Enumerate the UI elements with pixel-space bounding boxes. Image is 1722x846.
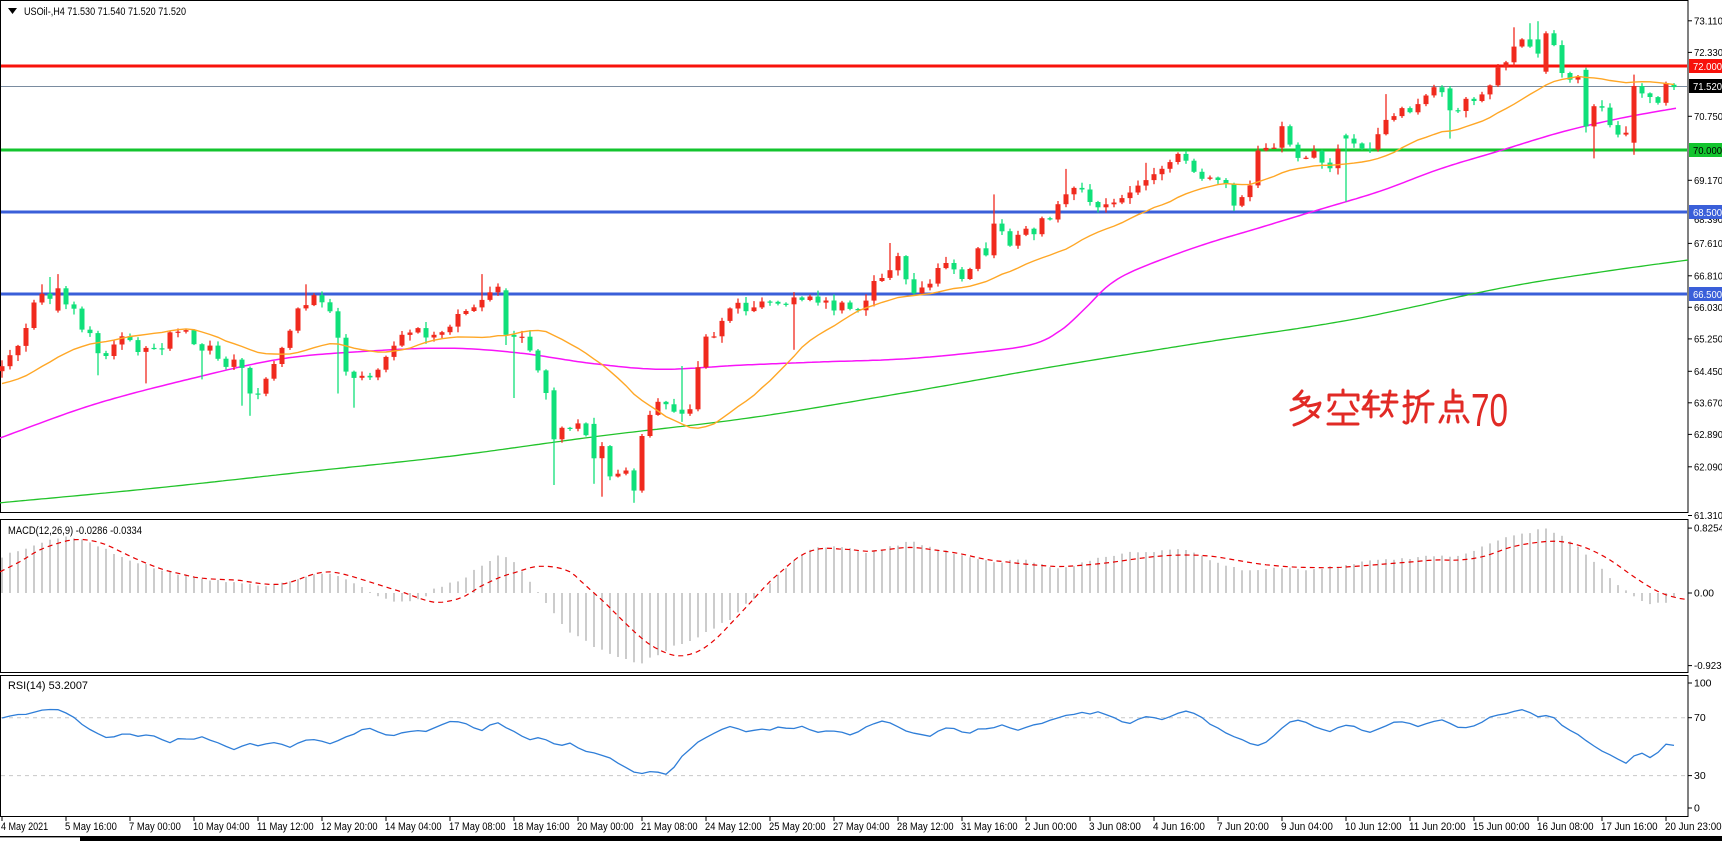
svg-text:MACD(12,26,9) -0.0286 -0.0334: MACD(12,26,9) -0.0286 -0.0334 [8, 525, 142, 537]
svg-text:USOil-,H4 71.530 71.540 71.52: USOil-,H4 71.530 71.540 71.520 71.520 [24, 6, 186, 18]
svg-text:9 Jun 04:00: 9 Jun 04:00 [1281, 821, 1333, 833]
svg-text:17 Jun 16:00: 17 Jun 16:00 [1601, 821, 1658, 833]
svg-text:66.030: 66.030 [1694, 302, 1722, 314]
svg-text:72.000: 72.000 [1693, 61, 1722, 73]
svg-text:72.330: 72.330 [1694, 47, 1722, 59]
svg-text:69.170: 69.170 [1694, 175, 1722, 187]
svg-text:18 May 16:00: 18 May 16:00 [513, 821, 570, 833]
svg-text:0.00: 0.00 [1694, 588, 1714, 600]
svg-text:68.500: 68.500 [1693, 207, 1722, 219]
svg-text:62.090: 62.090 [1694, 461, 1722, 473]
svg-text:5 May 16:00: 5 May 16:00 [65, 821, 117, 833]
svg-text:-0.9234: -0.9234 [1694, 660, 1722, 672]
svg-text:30: 30 [1694, 770, 1706, 782]
svg-text:61.310: 61.310 [1694, 510, 1722, 522]
svg-text:24 May 12:00: 24 May 12:00 [705, 821, 762, 833]
svg-text:0: 0 [1694, 803, 1700, 815]
svg-text:20 Jun 23:00: 20 Jun 23:00 [1665, 821, 1722, 833]
svg-text:12 May 20:00: 12 May 20:00 [321, 821, 378, 833]
svg-text:RSI(14) 53.2007: RSI(14) 53.2007 [8, 680, 88, 692]
svg-text:21 May 08:00: 21 May 08:00 [641, 821, 698, 833]
svg-text:31 May 16:00: 31 May 16:00 [961, 821, 1018, 833]
svg-text:70: 70 [1471, 384, 1508, 436]
svg-text:66.500: 66.500 [1693, 289, 1722, 301]
svg-text:7 May 00:00: 7 May 00:00 [129, 821, 181, 833]
svg-text:65.250: 65.250 [1694, 333, 1722, 345]
svg-text:70: 70 [1694, 712, 1706, 724]
svg-text:20 May 00:00: 20 May 00:00 [577, 821, 634, 833]
svg-text:28 May 12:00: 28 May 12:00 [897, 821, 954, 833]
svg-text:11 May 12:00: 11 May 12:00 [257, 821, 314, 833]
svg-text:10 May 04:00: 10 May 04:00 [193, 821, 250, 833]
svg-text:62.890: 62.890 [1694, 429, 1722, 441]
svg-text:4 Jun 16:00: 4 Jun 16:00 [1153, 821, 1205, 833]
svg-text:70.000: 70.000 [1693, 145, 1722, 157]
svg-text:17 May 08:00: 17 May 08:00 [449, 821, 506, 833]
svg-text:100: 100 [1694, 678, 1712, 690]
svg-text:67.610: 67.610 [1694, 238, 1722, 250]
svg-text:14 May 04:00: 14 May 04:00 [385, 821, 442, 833]
svg-text:27 May 04:00: 27 May 04:00 [833, 821, 890, 833]
svg-text:10 Jun 12:00: 10 Jun 12:00 [1345, 821, 1402, 833]
svg-text:7 Jun 20:00: 7 Jun 20:00 [1217, 821, 1269, 833]
svg-text:25 May 20:00: 25 May 20:00 [769, 821, 826, 833]
svg-text:66.810: 66.810 [1694, 270, 1722, 282]
svg-text:71.520: 71.520 [1693, 81, 1722, 93]
svg-text:70.750: 70.750 [1694, 111, 1722, 123]
svg-text:64.450: 64.450 [1694, 366, 1722, 378]
svg-text:0.8254: 0.8254 [1694, 523, 1722, 535]
svg-text:11 Jun 20:00: 11 Jun 20:00 [1409, 821, 1466, 833]
svg-text:63.670: 63.670 [1694, 397, 1722, 409]
svg-text:16 Jun 08:00: 16 Jun 08:00 [1537, 821, 1594, 833]
svg-text:4 May 2021: 4 May 2021 [1, 821, 48, 833]
svg-text:73.110: 73.110 [1694, 15, 1722, 27]
svg-text:15 Jun 00:00: 15 Jun 00:00 [1473, 821, 1530, 833]
svg-text:2 Jun 00:00: 2 Jun 00:00 [1025, 821, 1077, 833]
svg-text:3 Jun 08:00: 3 Jun 08:00 [1089, 821, 1141, 833]
